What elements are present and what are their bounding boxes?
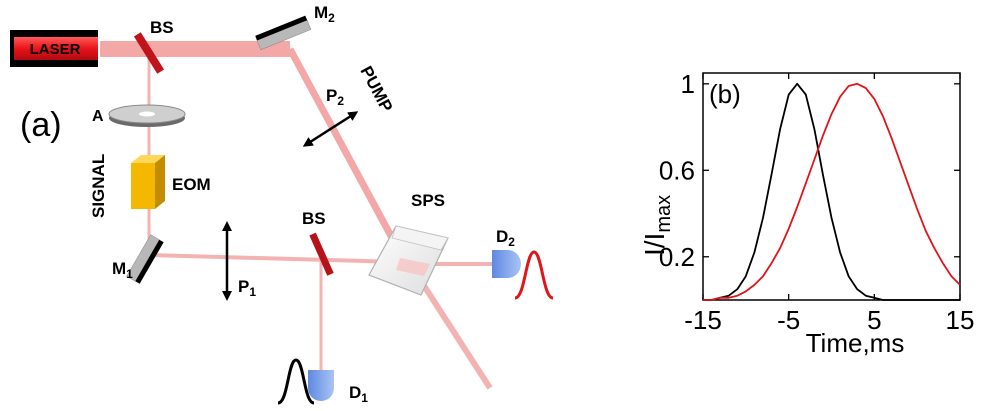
m2-label: M2 [314,3,335,25]
attenuator-label: A [92,108,104,125]
mirror-m1 [126,234,164,284]
curve-layer [703,82,961,301]
y-tick-label: 0.2 [659,242,695,272]
tick-layer [702,73,961,300]
attenuator [108,104,186,127]
detector-d2 [492,250,521,278]
beam-pump-diagonal [286,47,409,264]
sps-prism [368,225,449,296]
y-tick-label: 0.6 [659,155,695,185]
laser: LASER [10,30,98,67]
setup-diagram: LASER BS M2 PUMP P2 A (a) [10,3,554,405]
panel-a-label: (a) [20,106,62,144]
pump-label: PUMP [356,63,396,115]
series-line-0 [703,82,960,301]
laser-beams [100,41,493,390]
x-tick-label: 5 [867,305,881,335]
eom [131,155,165,209]
d1-pulse-icon [277,358,315,405]
signal-label: SIGNAL [89,154,108,218]
plot-frame [702,72,961,301]
series-line-1 [703,82,961,301]
x-axis-label: Time,ms [806,328,905,358]
beam-splitter-top [133,32,165,74]
x-tick-label: -5 [777,305,800,335]
beam-signal-horizontal [148,253,401,264]
tick-label-layer: -15 -5 5 15 0.2 0.6 1 [659,69,975,335]
beam-splitter-middle [309,232,334,276]
d1-label: D1 [349,383,368,405]
d2-label: D2 [496,227,515,249]
p2-label: P2 [326,86,344,108]
sps-label: SPS [411,191,445,210]
y-axis-label: I/Imax [639,195,675,256]
d2-pulse-icon [514,250,554,300]
bs-top-label: BS [150,18,174,37]
m1-label: M1 [112,259,133,281]
laser-label: LASER [30,41,81,58]
p1-label: P1 [238,277,256,299]
pulse-chart: -15 -5 5 15 0.2 0.6 1 (b) I/Imax Time,ms [639,69,974,358]
bs-middle-label: BS [302,209,326,228]
polarization-arrow-p2 [302,111,359,147]
eom-label: EOM [172,175,211,194]
panel-b-label: (b) [709,79,741,109]
x-tick-label: -15 [684,305,722,335]
x-tick-label: 15 [946,305,975,335]
y-tick-label: 1 [681,69,695,99]
detector-d1 [308,370,334,401]
mirror-m2 [255,15,312,51]
